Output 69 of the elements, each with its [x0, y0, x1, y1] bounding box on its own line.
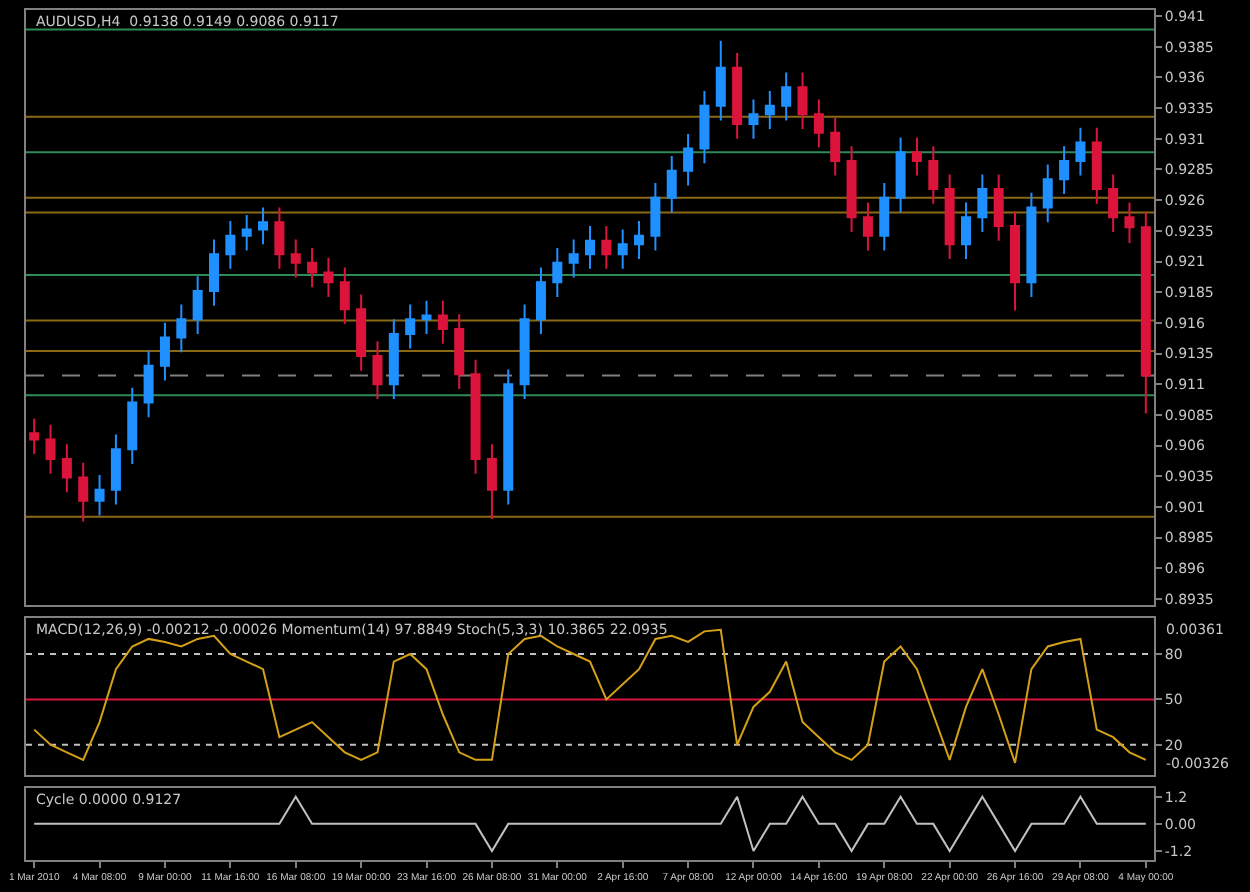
candlestick [601, 224, 612, 270]
candlestick [225, 220, 236, 270]
candlestick [339, 266, 350, 326]
candlestick [813, 98, 824, 149]
candlestick [732, 51, 743, 140]
candlestick [437, 299, 448, 345]
candlestick [274, 206, 285, 270]
candlestick [258, 206, 269, 246]
candlestick [78, 461, 89, 523]
candlestick [846, 145, 857, 234]
candlestick [748, 98, 759, 140]
candlestick [503, 368, 514, 506]
candlestick [209, 238, 219, 307]
candlestick [94, 473, 105, 517]
candlestick [388, 318, 399, 400]
candlestick [862, 201, 873, 252]
candlestick [192, 275, 203, 335]
candlestick [356, 293, 367, 372]
candlestick [1108, 173, 1119, 234]
candlestick [1124, 201, 1135, 245]
candlestick [241, 213, 252, 252]
candlestick [715, 39, 726, 122]
candlestick [470, 358, 481, 475]
candlestick [928, 145, 939, 205]
candlestick [1059, 145, 1070, 196]
candlestick [781, 71, 792, 122]
candlestick [944, 173, 955, 261]
candlestick [29, 417, 40, 456]
candlestick [45, 423, 56, 475]
candlestick [519, 303, 530, 400]
candlestick [159, 321, 170, 382]
candlestick [666, 154, 677, 214]
candlestick [307, 247, 318, 289]
candlestick [290, 238, 301, 279]
candlestick [797, 71, 808, 130]
candlestick [1042, 163, 1053, 224]
candlestick [372, 340, 383, 400]
candlestick [764, 89, 775, 130]
candlestick [650, 181, 661, 252]
candlestick [895, 136, 906, 214]
candlestick [127, 386, 138, 465]
candlestick [585, 224, 595, 270]
candlestick [176, 303, 187, 354]
candlestick [535, 266, 546, 335]
candlestick [421, 299, 432, 335]
candlestick [699, 89, 710, 165]
candlestick [1075, 126, 1086, 177]
candlestick [634, 220, 645, 261]
candlestick [617, 228, 628, 270]
candlestick [568, 238, 579, 279]
candlestick [143, 350, 154, 419]
candlestick [879, 181, 890, 252]
candlestick [1010, 210, 1021, 312]
candlestick [552, 247, 563, 299]
candlestick [1091, 126, 1102, 205]
candlestick [961, 201, 971, 261]
candlestick [110, 433, 121, 506]
candlestick [323, 256, 334, 299]
candlestick [405, 303, 416, 350]
candlestick [61, 443, 72, 494]
candlestick [486, 443, 497, 521]
candlestick [1140, 211, 1151, 415]
candlestick [977, 173, 988, 234]
candlestick [993, 173, 1004, 242]
candlestick [911, 136, 922, 177]
candlestick [683, 132, 694, 187]
candlestick [1026, 191, 1037, 299]
candlestick [830, 116, 841, 177]
candlestick [454, 313, 465, 391]
